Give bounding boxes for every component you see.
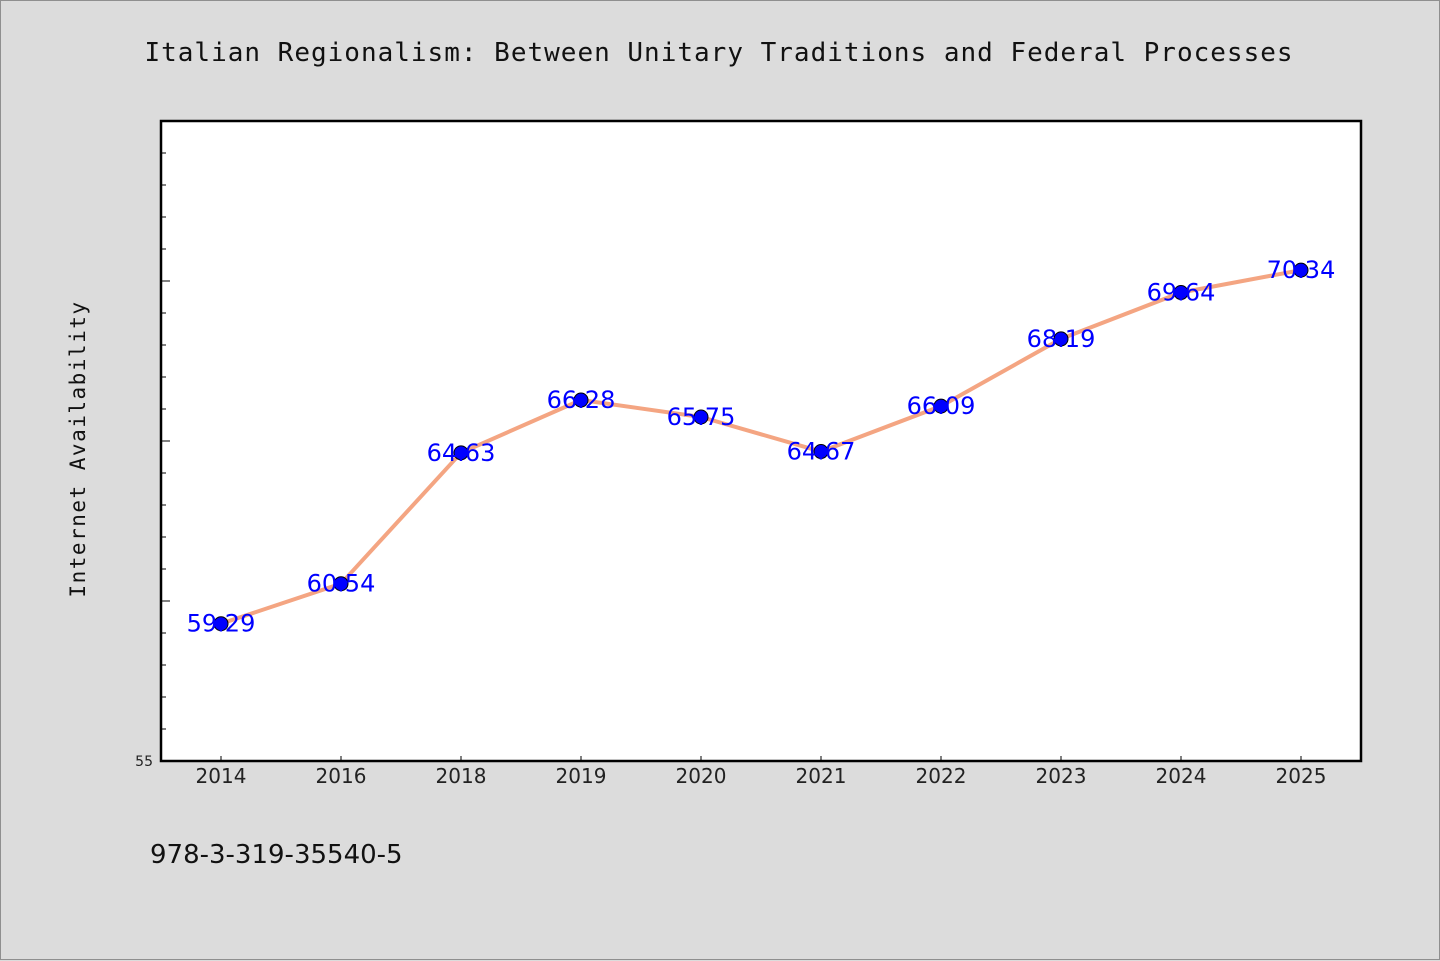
x-axis-tick-labels: 2014 2016 2018 2019 2020 2021 2022 2023 2024 2025 [196,756,1327,788]
plot-frame [159,119,1363,763]
data-point [573,392,589,408]
data-label: 66.28 [547,386,616,414]
x-tick-label: 2022 [916,764,967,788]
data-point [1053,331,1069,347]
data-point [453,445,469,461]
data-label: 68.19 [1027,325,1096,353]
y-tick-label: 55 [135,754,153,770]
data-point [693,409,709,425]
x-tick-label: 2020 [676,764,727,788]
data-point [813,444,829,460]
plot-area [161,121,1361,761]
data-label: 64.67 [787,438,856,466]
data-label: 69.64 [1147,279,1216,307]
x-tick-label: 2021 [796,764,847,788]
y-axis-title: Internet Availability [66,300,90,597]
x-tick-label: 2024 [1156,764,1207,788]
x-tick-label: 2019 [556,764,607,788]
x-tick-label: 2014 [196,764,247,788]
data-label: 65.75 [667,403,736,431]
data-label: 70.34 [1267,256,1336,284]
data-label: 66.09 [907,392,976,420]
data-label: 64.63 [427,439,496,467]
x-tick-label: 2023 [1036,764,1087,788]
x-tick-label: 2018 [436,764,487,788]
data-point [1293,262,1309,278]
data-labels: 59.29 60.54 64.63 66.28 65.75 64.67 66.09 68.19… [187,256,1336,638]
data-label: 59.29 [187,610,256,638]
data-point [1173,285,1189,301]
data-label: 60.54 [307,570,376,598]
chart-title: Italian Regionalism: Between Unitary Tra… [144,38,1293,68]
isbn-footer: 978-3-319-35540-5 [150,840,403,870]
data-point [213,616,229,632]
data-point [333,576,349,592]
series-line [219,268,1303,626]
x-tick-label: 2025 [1276,764,1327,788]
x-tick-label: 2016 [316,764,367,788]
data-point [933,398,949,414]
series-layer [213,262,1309,632]
